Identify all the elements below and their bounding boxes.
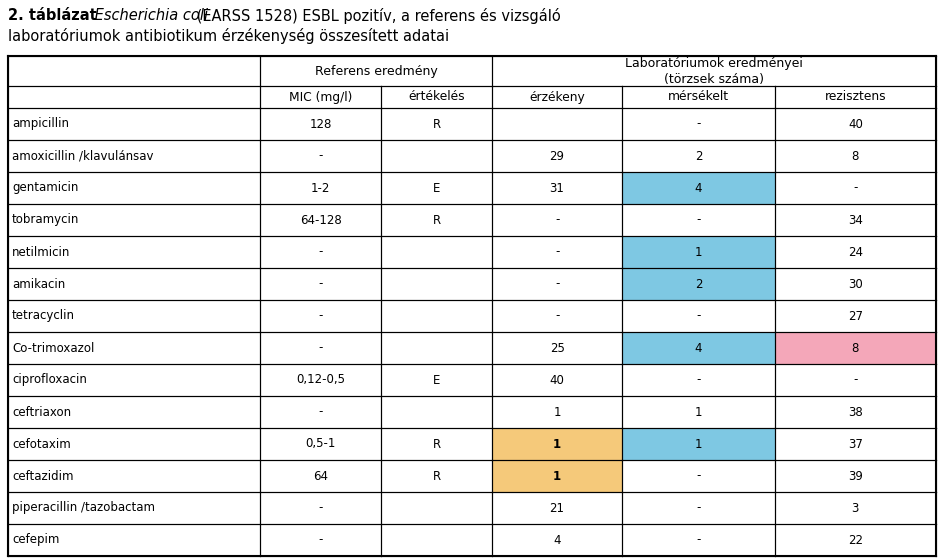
Text: 4: 4	[695, 181, 702, 194]
Text: -: -	[555, 310, 559, 323]
Text: -: -	[697, 213, 700, 226]
Text: -: -	[853, 374, 857, 386]
Text: -: -	[318, 405, 323, 418]
Text: 8: 8	[851, 342, 859, 354]
Bar	[622, 428, 775, 460]
Text: -: -	[318, 342, 323, 354]
Text: laboratóriumok antibiotikum érzékenység összesített adatai: laboratóriumok antibiotikum érzékenység …	[8, 28, 449, 44]
Text: 29: 29	[549, 150, 565, 162]
Text: E: E	[433, 181, 440, 194]
Text: amikacin: amikacin	[12, 278, 65, 291]
Text: 22: 22	[848, 534, 863, 547]
Text: 64: 64	[313, 469, 329, 483]
Text: -: -	[318, 150, 323, 162]
Bar	[622, 172, 775, 204]
Text: ceftazidim: ceftazidim	[12, 469, 74, 483]
Text: 1-2: 1-2	[311, 181, 330, 194]
Bar	[492, 460, 622, 492]
Text: ceftriaxon: ceftriaxon	[12, 405, 71, 418]
Text: E: E	[433, 374, 440, 386]
Text: -: -	[697, 374, 700, 386]
Bar	[492, 428, 622, 460]
Text: 40: 40	[848, 118, 863, 130]
Text: 2: 2	[695, 278, 702, 291]
Text: cefepim: cefepim	[12, 534, 59, 547]
Text: 21: 21	[549, 502, 565, 515]
Text: -: -	[555, 213, 559, 226]
Text: 31: 31	[549, 181, 565, 194]
Text: Co-trimoxazol: Co-trimoxazol	[12, 342, 94, 354]
Text: 27: 27	[848, 310, 863, 323]
Text: 34: 34	[848, 213, 863, 226]
Text: Escherichia coli: Escherichia coli	[90, 8, 208, 23]
Text: -: -	[318, 310, 323, 323]
Text: Laboratóriumok eredményei
(törzsek száma): Laboratóriumok eredményei (törzsek száma…	[625, 57, 803, 86]
Bar	[622, 236, 775, 268]
Text: 3: 3	[851, 502, 859, 515]
Text: -: -	[697, 469, 700, 483]
Text: netilmicin: netilmicin	[12, 245, 71, 259]
Text: -: -	[318, 278, 323, 291]
Text: -: -	[318, 534, 323, 547]
Text: 4: 4	[695, 342, 702, 354]
Text: értékelés: értékelés	[409, 91, 465, 104]
Text: amoxicillin /klavulánsav: amoxicillin /klavulánsav	[12, 150, 154, 162]
Text: Referens eredmény: Referens eredmény	[314, 64, 437, 77]
Text: -: -	[555, 278, 559, 291]
Text: ampicillin: ampicillin	[12, 118, 69, 130]
Text: cefotaxim: cefotaxim	[12, 437, 71, 450]
Text: 1: 1	[553, 469, 561, 483]
Text: R: R	[432, 213, 441, 226]
Text: -: -	[318, 502, 323, 515]
Text: 1: 1	[695, 405, 702, 418]
Text: gentamicin: gentamicin	[12, 181, 78, 194]
Bar	[622, 332, 775, 364]
Text: tobramycin: tobramycin	[12, 213, 79, 226]
Text: -: -	[555, 245, 559, 259]
Text: -: -	[318, 245, 323, 259]
Text: 0,5-1: 0,5-1	[306, 437, 336, 450]
Text: 2. táblázat: 2. táblázat	[8, 8, 96, 23]
Text: 8: 8	[851, 150, 859, 162]
Text: -: -	[853, 181, 857, 194]
Text: 1: 1	[695, 437, 702, 450]
Text: R: R	[432, 118, 441, 130]
Text: R: R	[432, 469, 441, 483]
Bar	[622, 268, 775, 300]
Text: 25: 25	[549, 342, 565, 354]
Bar	[775, 332, 936, 364]
Text: R: R	[432, 437, 441, 450]
Text: 1: 1	[553, 437, 561, 450]
Text: 0,12-0,5: 0,12-0,5	[296, 374, 346, 386]
Text: 40: 40	[549, 374, 565, 386]
Text: -: -	[697, 118, 700, 130]
Text: 37: 37	[848, 437, 863, 450]
Text: -: -	[697, 310, 700, 323]
Text: 64-128: 64-128	[300, 213, 342, 226]
Text: -: -	[697, 502, 700, 515]
Text: 1: 1	[695, 245, 702, 259]
Text: rezisztens: rezisztens	[824, 91, 886, 104]
Text: 39: 39	[848, 469, 863, 483]
Text: tetracyclin: tetracyclin	[12, 310, 75, 323]
Text: 4: 4	[553, 534, 561, 547]
Text: 24: 24	[848, 245, 863, 259]
Text: piperacillin /tazobactam: piperacillin /tazobactam	[12, 502, 155, 515]
Text: ciprofloxacin: ciprofloxacin	[12, 374, 87, 386]
Text: érzékeny: érzékeny	[530, 91, 585, 104]
Text: mérsékelt: mérsékelt	[668, 91, 729, 104]
Text: -: -	[697, 534, 700, 547]
Text: 1: 1	[553, 405, 561, 418]
Text: 128: 128	[310, 118, 332, 130]
Text: MIC (mg/l): MIC (mg/l)	[289, 91, 352, 104]
Text: 2: 2	[695, 150, 702, 162]
Text: 38: 38	[848, 405, 863, 418]
Text: 30: 30	[848, 278, 863, 291]
Text: (EARSS 1528) ESBL pozitív, a referens és vizsgáló: (EARSS 1528) ESBL pozitív, a referens és…	[192, 8, 561, 24]
